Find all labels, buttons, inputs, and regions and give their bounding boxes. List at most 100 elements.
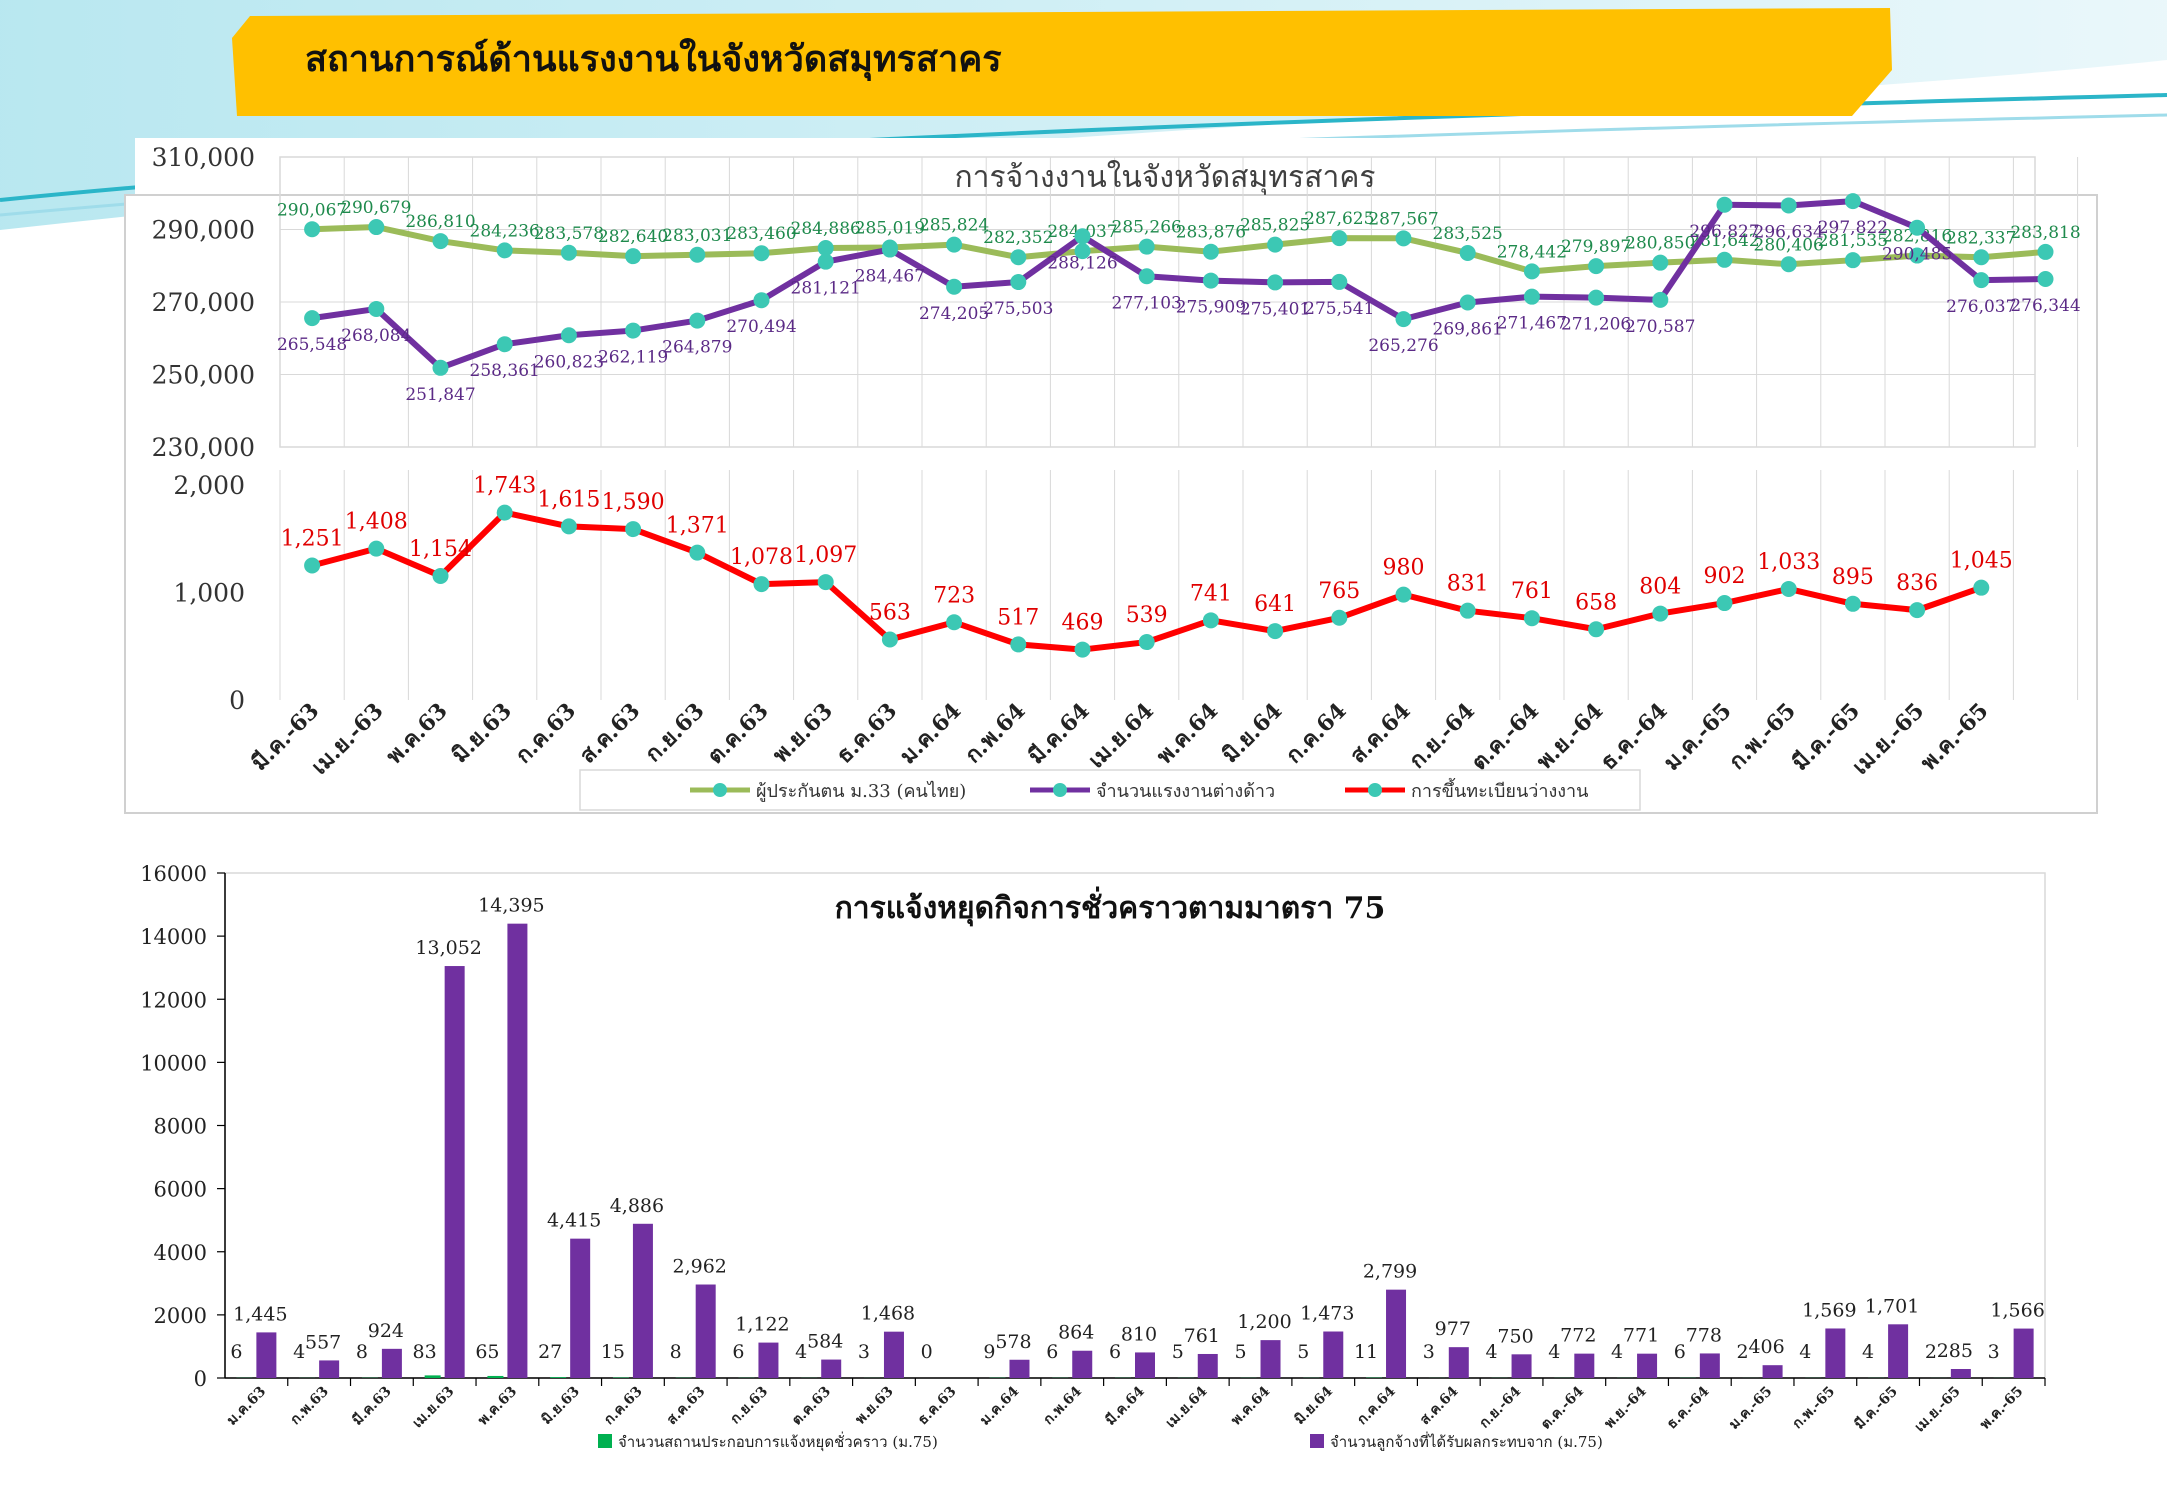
data-point-thai-insured	[1395, 230, 1412, 247]
bar-label-establishments: 15	[601, 1341, 625, 1363]
bar-employees	[758, 1342, 779, 1378]
legend-thai-insured-text: ผู้ประกันตน ม.33 (คนไทย)	[756, 780, 966, 802]
bar-label-establishments: 5	[1297, 1341, 1309, 1363]
bar-label-employees: 4,886	[610, 1195, 664, 1217]
bar-establishments	[424, 1375, 441, 1378]
data-label-unemployment: 1,097	[794, 543, 857, 568]
data-point-foreign-workers	[1780, 197, 1797, 214]
data-label-thai-insured: 285,824	[919, 216, 989, 236]
bar-employees	[1511, 1354, 1532, 1378]
lower-y-tick-label: 0	[229, 686, 245, 715]
chart-title-area	[135, 138, 2080, 194]
bar-x-category-label: ก.ย.-64	[1476, 1383, 1524, 1431]
data-point-thai-insured	[1588, 258, 1605, 275]
bar-label-establishments: 3	[858, 1341, 870, 1363]
data-label-unemployment: 980	[1383, 556, 1425, 581]
upper-chart-title: การจ้างงานในจังหวัดสมุทรสาคร	[955, 160, 1376, 196]
data-point-foreign-workers	[496, 336, 513, 353]
data-label-foreign-workers: 296,634	[1754, 222, 1824, 242]
data-label-thai-insured: 284,236	[470, 221, 540, 241]
legend-unemployment-marker	[1368, 783, 1382, 797]
bar-employees	[883, 1331, 904, 1378]
bar-x-category-label: ธ.ค.63	[915, 1384, 960, 1429]
data-label-unemployment: 902	[1704, 564, 1746, 589]
bar-label-employees: 924	[368, 1320, 404, 1342]
data-label-thai-insured: 283,876	[1176, 223, 1246, 243]
data-point-foreign-workers	[2037, 271, 2054, 288]
bar-employees	[570, 1238, 591, 1378]
data-label-foreign-workers: 290,485	[1882, 245, 1952, 265]
bar-label-employees: 1,473	[1300, 1303, 1354, 1325]
data-point-unemployment	[1844, 595, 1861, 612]
bar-label-establishments: 5	[1172, 1341, 1184, 1363]
data-label-unemployment: 658	[1575, 590, 1617, 615]
upper-y-tick-label: 270,000	[152, 288, 255, 317]
data-point-thai-insured	[1074, 243, 1091, 260]
data-point-unemployment	[1523, 610, 1540, 627]
data-label-unemployment: 539	[1126, 603, 1168, 628]
bar-label-establishments: 6	[1046, 1341, 1058, 1363]
data-point-foreign-workers	[1138, 268, 1155, 285]
data-point-unemployment	[817, 574, 834, 591]
data-label-foreign-workers: 297,822	[1818, 218, 1888, 238]
data-label-thai-insured: 279,897	[1561, 237, 1631, 257]
bar-label-establishments: 4	[1611, 1341, 1623, 1363]
data-point-foreign-workers	[1267, 274, 1284, 291]
bar-x-category-label: มี.ค.63	[350, 1384, 395, 1429]
data-point-unemployment	[1138, 634, 1155, 651]
data-point-foreign-workers	[881, 241, 898, 258]
data-label-foreign-workers: 265,548	[277, 335, 347, 355]
data-point-thai-insured	[2037, 243, 2054, 260]
data-label-unemployment: 563	[869, 600, 911, 625]
data-label-thai-insured: 287,625	[1304, 209, 1374, 229]
bar-label-establishments: 83	[413, 1341, 437, 1363]
bar-employees	[1637, 1353, 1658, 1378]
upper-y-tick-label: 290,000	[152, 216, 255, 245]
data-label-unemployment: 723	[933, 583, 975, 608]
bar-employees	[1950, 1369, 1971, 1378]
bar-x-category-label: เม.ย.-65	[1912, 1384, 1964, 1436]
bar-x-category-label: ก.พ.63	[287, 1384, 332, 1429]
bar-label-establishments: 4	[293, 1341, 305, 1363]
data-point-unemployment	[881, 631, 898, 648]
data-point-thai-insured	[1844, 252, 1861, 269]
bar-x-category-label: เม.ย.63	[410, 1384, 458, 1432]
bar-label-employees: 771	[1623, 1325, 1659, 1347]
data-label-unemployment: 741	[1190, 581, 1232, 606]
data-point-unemployment	[689, 544, 706, 561]
data-point-foreign-workers	[1844, 193, 1861, 210]
data-point-foreign-workers	[689, 312, 706, 329]
bar-y-tick-label: 14000	[140, 925, 207, 949]
bar-label-employees: 772	[1560, 1325, 1596, 1347]
chart-frame	[124, 194, 2098, 814]
data-point-thai-insured	[689, 246, 706, 263]
data-label-thai-insured: 278,442	[1497, 242, 1567, 262]
data-point-foreign-workers	[1202, 272, 1219, 289]
data-point-thai-insured	[496, 242, 513, 259]
bar-employees	[507, 923, 528, 1378]
bar-label-establishments: 4	[795, 1341, 807, 1363]
data-label-foreign-workers: 276,344	[2010, 296, 2080, 316]
data-point-unemployment	[560, 518, 577, 535]
data-point-foreign-workers	[817, 253, 834, 270]
data-label-foreign-workers: 264,879	[662, 338, 732, 358]
bar-label-establishments: 4	[1486, 1341, 1498, 1363]
bar-employees	[1072, 1350, 1093, 1378]
data-label-thai-insured: 282,337	[1946, 228, 2016, 248]
bar-y-tick-label: 16000	[140, 862, 207, 886]
data-label-foreign-workers: 275,401	[1240, 299, 1310, 319]
legend-foreign-workers-marker	[1053, 783, 1067, 797]
bar-legend-establishments-swatch	[598, 1434, 612, 1448]
bar-y-tick-label: 4000	[154, 1241, 207, 1265]
data-label-foreign-workers: 281,121	[791, 279, 861, 299]
bar-label-employees: 1,122	[735, 1314, 789, 1336]
data-point-unemployment	[1716, 595, 1733, 612]
bar-employees	[1197, 1353, 1218, 1378]
bar-label-employees: 285	[1937, 1340, 1973, 1362]
data-label-thai-insured: 287,567	[1368, 209, 1438, 229]
bar-label-establishments: 8	[670, 1341, 682, 1363]
data-label-unemployment: 1,743	[473, 474, 536, 499]
data-point-unemployment	[1973, 579, 1990, 596]
data-point-thai-insured	[817, 240, 834, 257]
bar-label-employees: 778	[1686, 1324, 1722, 1346]
